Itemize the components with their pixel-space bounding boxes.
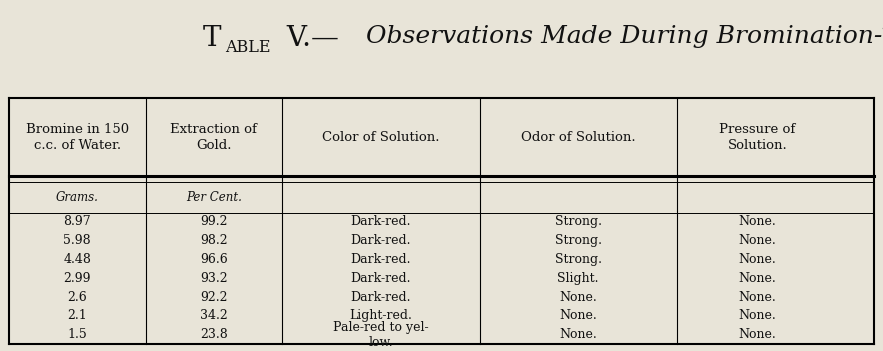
Text: Observations Made During Bromination-Test.: Observations Made During Bromination-Tes… (366, 25, 883, 48)
Text: None.: None. (559, 328, 597, 341)
Text: None.: None. (738, 253, 776, 266)
Text: None.: None. (738, 216, 776, 229)
Text: Grams.: Grams. (56, 191, 99, 204)
Text: 2.6: 2.6 (67, 291, 87, 304)
Text: ABLE: ABLE (225, 39, 271, 55)
Text: Pressure of
Solution.: Pressure of Solution. (720, 123, 796, 152)
Text: 2.1: 2.1 (67, 309, 87, 322)
Text: 5.98: 5.98 (64, 234, 91, 247)
Text: 98.2: 98.2 (200, 234, 228, 247)
Text: Dark-red.: Dark-red. (351, 291, 411, 304)
Text: 93.2: 93.2 (200, 272, 228, 285)
Text: Dark-red.: Dark-red. (351, 234, 411, 247)
Text: 2.99: 2.99 (64, 272, 91, 285)
Text: Per Cent.: Per Cent. (186, 191, 242, 204)
Text: Dark-red.: Dark-red. (351, 272, 411, 285)
Text: T: T (203, 25, 222, 52)
Text: None.: None. (738, 291, 776, 304)
Text: 8.97: 8.97 (64, 216, 91, 229)
Text: None.: None. (738, 234, 776, 247)
Text: Extraction of
Gold.: Extraction of Gold. (170, 123, 257, 152)
Text: Color of Solution.: Color of Solution. (322, 131, 440, 144)
Text: V.—: V.— (278, 25, 339, 52)
Text: None.: None. (738, 328, 776, 341)
Text: Odor of Solution.: Odor of Solution. (521, 131, 636, 144)
Text: Dark-red.: Dark-red. (351, 216, 411, 229)
Text: 96.6: 96.6 (200, 253, 228, 266)
Text: Light-red.: Light-red. (350, 309, 412, 322)
Text: Strong.: Strong. (555, 216, 601, 229)
Text: Strong.: Strong. (555, 234, 601, 247)
Text: Bromine in 150
c.c. of Water.: Bromine in 150 c.c. of Water. (26, 123, 129, 152)
Text: Pale-red to yel-
low.: Pale-red to yel- low. (333, 320, 429, 349)
Text: 23.8: 23.8 (200, 328, 228, 341)
Text: 99.2: 99.2 (200, 216, 228, 229)
Text: None.: None. (738, 309, 776, 322)
Text: Dark-red.: Dark-red. (351, 253, 411, 266)
Text: 92.2: 92.2 (200, 291, 228, 304)
Text: None.: None. (559, 291, 597, 304)
Text: 34.2: 34.2 (200, 309, 228, 322)
Text: Strong.: Strong. (555, 253, 601, 266)
Text: Slight.: Slight. (557, 272, 599, 285)
Text: None.: None. (738, 272, 776, 285)
Text: None.: None. (559, 309, 597, 322)
Text: 1.5: 1.5 (67, 328, 87, 341)
Text: 4.48: 4.48 (64, 253, 91, 266)
